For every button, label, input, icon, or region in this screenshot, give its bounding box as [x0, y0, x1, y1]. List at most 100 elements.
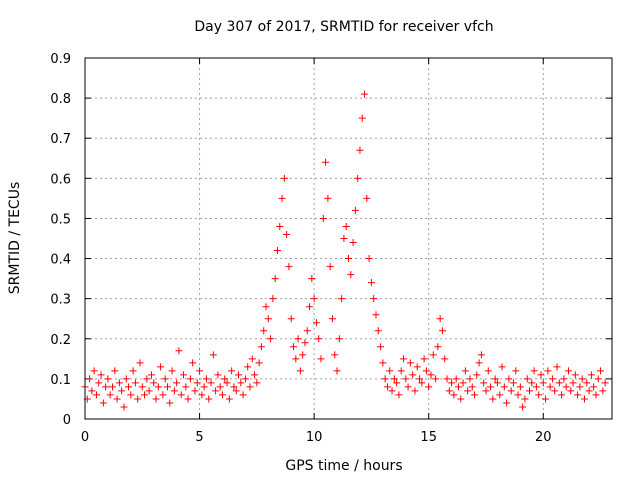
data-point	[457, 395, 465, 403]
data-point	[225, 395, 233, 403]
data-point	[322, 158, 330, 166]
data-point	[496, 391, 504, 399]
data-point	[202, 375, 210, 383]
data-point	[409, 371, 417, 379]
data-point	[136, 359, 144, 367]
data-point	[111, 367, 119, 375]
data-point	[180, 371, 188, 379]
data-point	[461, 367, 469, 375]
data-point	[95, 379, 103, 387]
data-point	[386, 367, 394, 375]
data-point	[345, 255, 352, 263]
data-point	[562, 383, 570, 391]
data-point	[521, 395, 529, 403]
data-point	[493, 379, 501, 387]
data-point	[585, 387, 593, 395]
data-point	[583, 379, 591, 387]
data-point	[177, 391, 185, 399]
data-point	[402, 375, 410, 383]
y-tick-label: 0.3	[50, 293, 71, 308]
data-point	[232, 387, 240, 395]
x-tick-label: 5	[195, 430, 203, 445]
data-point	[278, 194, 286, 202]
data-point	[333, 367, 341, 375]
data-point	[356, 146, 364, 154]
data-point	[548, 375, 556, 383]
data-point	[184, 395, 192, 403]
data-point	[216, 383, 224, 391]
data-point	[480, 379, 488, 387]
data-point	[317, 355, 325, 363]
data-point	[397, 367, 405, 375]
data-point	[88, 387, 96, 395]
data-point	[530, 367, 538, 375]
y-axis-label: SRMTID / TECUs	[7, 182, 23, 295]
grid-lines	[85, 58, 612, 419]
data-point	[205, 395, 213, 403]
data-point	[487, 383, 495, 391]
data-point	[445, 387, 453, 395]
data-point	[599, 387, 607, 395]
data-point	[246, 383, 254, 391]
data-point	[590, 383, 598, 391]
data-point	[141, 391, 149, 399]
data-point	[354, 174, 362, 182]
data-point	[331, 351, 339, 359]
data-point	[432, 375, 440, 383]
y-tick-label: 0.8	[50, 92, 71, 107]
data-point	[326, 263, 334, 271]
data-point	[367, 279, 375, 287]
data-point	[207, 379, 215, 387]
data-point	[122, 375, 130, 383]
data-point	[273, 247, 281, 255]
data-point	[555, 379, 563, 387]
data-point	[535, 391, 543, 399]
data-point	[438, 327, 446, 335]
data-point	[468, 383, 476, 391]
data-point	[454, 383, 462, 391]
data-point	[127, 391, 135, 399]
data-point	[361, 90, 369, 98]
data-point	[239, 391, 247, 399]
data-point	[505, 375, 513, 383]
y-tick-label: 0.1	[50, 373, 71, 388]
data-point	[363, 194, 371, 202]
data-point	[587, 371, 595, 379]
data-point	[388, 387, 396, 395]
data-point	[399, 355, 407, 363]
data-point	[395, 391, 403, 399]
data-point	[443, 375, 451, 383]
data-point	[244, 363, 252, 371]
data-point	[413, 363, 421, 371]
data-point	[161, 375, 169, 383]
data-point	[301, 339, 309, 347]
data-point	[186, 375, 194, 383]
data-point	[459, 379, 467, 387]
data-point	[406, 359, 414, 367]
data-point	[193, 379, 201, 387]
y-tick-label: 0.9	[50, 52, 71, 67]
data-point	[253, 379, 261, 387]
data-point	[594, 375, 602, 383]
data-point	[425, 383, 433, 391]
data-point	[175, 347, 183, 355]
data-point	[539, 379, 547, 387]
data-point	[537, 371, 545, 379]
data-point	[528, 379, 536, 387]
chart-title: Day 307 of 2017, SRMTID for receiver vfc…	[194, 19, 493, 35]
data-point	[351, 206, 359, 214]
data-point	[509, 379, 517, 387]
data-point	[592, 391, 600, 399]
x-tick-label: 0	[81, 430, 89, 445]
data-point	[340, 235, 348, 242]
data-point	[416, 375, 424, 383]
data-point	[542, 395, 550, 403]
data-point	[191, 387, 199, 395]
data-point	[99, 399, 107, 407]
data-point	[491, 375, 499, 383]
y-tick-labels: 0 0.1 0.2 0.3 0.4 0.5 0.6 0.7 0.8 0.9	[50, 52, 71, 428]
data-point	[466, 375, 474, 383]
data-point	[450, 391, 458, 399]
data-point	[427, 371, 435, 379]
